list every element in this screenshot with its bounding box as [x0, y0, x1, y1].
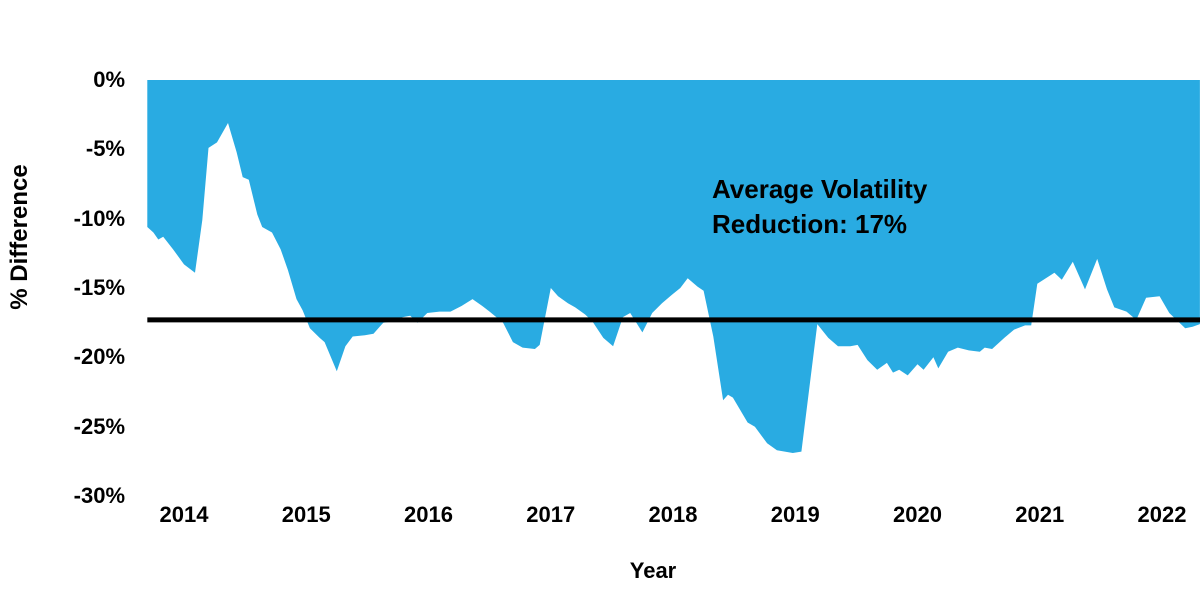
x-tick-label: 2022	[1137, 502, 1187, 527]
x-tick-label: 2016	[404, 502, 453, 527]
y-tick-label: -30%	[73, 483, 125, 508]
volatility-difference-area-series	[147, 80, 1200, 453]
x-tick-label: 2021	[1015, 502, 1065, 527]
x-tick-label: 2020	[893, 502, 942, 527]
y-tick-label: -15%	[73, 275, 125, 300]
annotation-line-1: Average Volatility	[712, 174, 928, 204]
average-volatility-annotation: Average Volatility Reduction: 17%	[712, 172, 927, 242]
annotation-line-2: Reduction: 17%	[712, 209, 908, 239]
y-tick-label: -20%	[73, 344, 125, 370]
y-tick-label: 0%	[93, 67, 125, 92]
y-tick-label: -5%	[85, 136, 125, 162]
y-axis-title: % Difference	[6, 164, 33, 310]
x-tick-label: 2019	[770, 502, 820, 527]
x-tick-label: 2017	[526, 502, 576, 527]
y-tick-label: -10%	[73, 205, 125, 231]
x-axis-title: Year	[629, 558, 677, 583]
x-tick-label: 2015	[281, 502, 331, 527]
y-tick-label: -25%	[73, 413, 125, 439]
x-tick-label: 2014	[159, 502, 209, 527]
x-tick-label: 2018	[648, 502, 698, 527]
